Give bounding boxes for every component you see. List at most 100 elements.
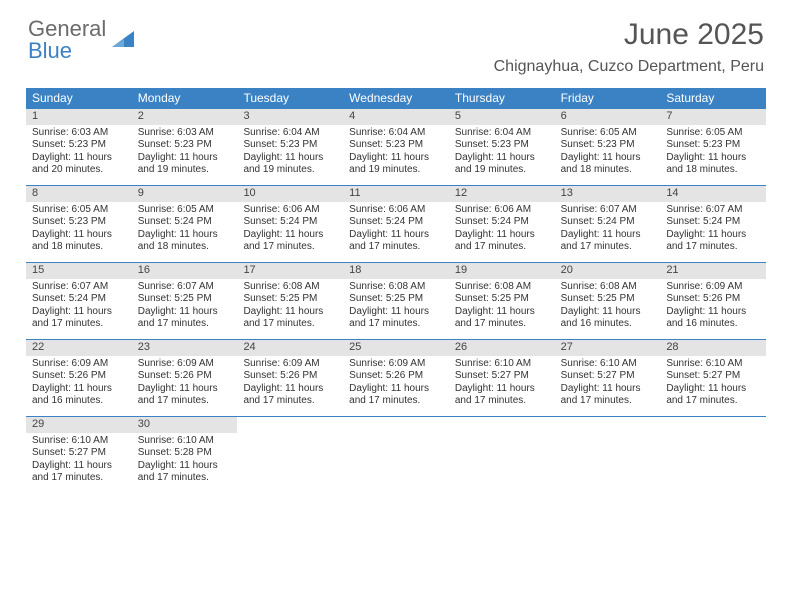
sunrise-line: Sunrise: 6:10 AM — [138, 435, 232, 448]
day-body: Sunrise: 6:09 AMSunset: 5:26 PMDaylight:… — [660, 279, 766, 337]
daylight-line: Daylight: 11 hours and 19 minutes. — [138, 152, 232, 177]
daylight-line: Daylight: 11 hours and 16 minutes. — [666, 306, 760, 331]
sunrise-line: Sunrise: 6:09 AM — [349, 358, 443, 371]
day-number — [660, 417, 766, 433]
day-body: Sunrise: 6:09 AMSunset: 5:26 PMDaylight:… — [26, 356, 132, 414]
logo-line2: Blue — [28, 38, 72, 63]
day-body: Sunrise: 6:10 AMSunset: 5:27 PMDaylight:… — [660, 356, 766, 414]
day-number: 2 — [132, 109, 238, 125]
day-cell — [449, 417, 555, 493]
daylight-line: Daylight: 11 hours and 17 minutes. — [455, 383, 549, 408]
day-number: 18 — [343, 263, 449, 279]
day-body: Sunrise: 6:06 AMSunset: 5:24 PMDaylight:… — [343, 202, 449, 260]
day-body: Sunrise: 6:09 AMSunset: 5:26 PMDaylight:… — [132, 356, 238, 414]
dow-cell: Monday — [132, 88, 238, 109]
day-number: 13 — [555, 186, 661, 202]
day-cell: 4 Sunrise: 6:04 AMSunset: 5:23 PMDaylight… — [343, 109, 449, 185]
day-cell: 17Sunrise: 6:08 AMSunset: 5:25 PMDayligh… — [237, 263, 343, 339]
month-title: June 2025 — [494, 18, 764, 52]
day-cell: 24Sunrise: 6:09 AMSunset: 5:26 PMDayligh… — [237, 340, 343, 416]
day-number: 8 — [26, 186, 132, 202]
day-body: Sunrise: 6:04 AMSunset: 5:23 PMDaylight:… — [237, 125, 343, 183]
day-cell: 18Sunrise: 6:08 AMSunset: 5:25 PMDayligh… — [343, 263, 449, 339]
day-cell: 15Sunrise: 6:07 AMSunset: 5:24 PMDayligh… — [26, 263, 132, 339]
day-cell: 3Sunrise: 6:04 AMSunset: 5:23 PMDaylight… — [237, 109, 343, 185]
day-body: Sunrise: 6:04 AMSunset: 5:23 PMDaylight:… — [449, 125, 555, 183]
day-cell: 7Sunrise: 6:05 AMSunset: 5:23 PMDaylight… — [660, 109, 766, 185]
day-number: 26 — [449, 340, 555, 356]
dow-cell: Friday — [555, 88, 661, 109]
daylight-line: Daylight: 11 hours and 16 minutes. — [561, 306, 655, 331]
day-number: 15 — [26, 263, 132, 279]
sunset-line: Sunset: 5:25 PM — [561, 293, 655, 306]
sunset-line: Sunset: 5:25 PM — [455, 293, 549, 306]
day-cell — [343, 417, 449, 493]
daylight-line: Daylight: 11 hours and 17 minutes. — [138, 306, 232, 331]
day-body: Sunrise: 6:05 AMSunset: 5:23 PMDaylight:… — [660, 125, 766, 183]
day-cell: 21Sunrise: 6:09 AMSunset: 5:26 PMDayligh… — [660, 263, 766, 339]
day-number: 9 — [132, 186, 238, 202]
day-number: 19 — [449, 263, 555, 279]
day-cell: 8Sunrise: 6:05 AMSunset: 5:23 PMDaylight… — [26, 186, 132, 262]
sunset-line: Sunset: 5:24 PM — [138, 216, 232, 229]
sunset-line: Sunset: 5:26 PM — [349, 370, 443, 383]
day-number: 4 — [343, 109, 449, 125]
day-cell: 27Sunrise: 6:10 AMSunset: 5:27 PMDayligh… — [555, 340, 661, 416]
sunrise-line: Sunrise: 6:07 AM — [32, 281, 126, 294]
day-number: 11 — [343, 186, 449, 202]
day-cell: 16 Sunrise: 6:07 AMSunset: 5:25 PMDayligh… — [132, 263, 238, 339]
sunset-line: Sunset: 5:27 PM — [666, 370, 760, 383]
sunset-line: Sunset: 5:24 PM — [561, 216, 655, 229]
day-cell: 12Sunrise: 6:06 AMSunset: 5:24 PMDayligh… — [449, 186, 555, 262]
week-row: 1Sunrise: 6:03 AMSunset: 5:23 PMDaylight… — [26, 109, 766, 185]
day-body: Sunrise: 6:10 AMSunset: 5:27 PMDaylight:… — [449, 356, 555, 414]
sunrise-line: Sunrise: 6:06 AM — [349, 204, 443, 217]
day-number — [237, 417, 343, 433]
daylight-line: Daylight: 11 hours and 17 minutes. — [561, 383, 655, 408]
day-number: 29 — [26, 417, 132, 433]
day-cell — [660, 417, 766, 493]
day-body: Sunrise: 6:08 AMSunset: 5:25 PMDaylight:… — [449, 279, 555, 337]
sunset-line: Sunset: 5:23 PM — [561, 139, 655, 152]
sunset-line: Sunset: 5:26 PM — [243, 370, 337, 383]
day-number: 16 — [132, 263, 238, 279]
day-body: Sunrise: 6:07 AMSunset: 5:24 PMDaylight:… — [555, 202, 661, 260]
daylight-line: Daylight: 11 hours and 17 minutes. — [138, 460, 232, 485]
day-body: Sunrise: 6:06 AMSunset: 5:24 PMDaylight:… — [237, 202, 343, 260]
sunset-line: Sunset: 5:27 PM — [32, 447, 126, 460]
sunrise-line: Sunrise: 6:07 AM — [138, 281, 232, 294]
daylight-line: Daylight: 11 hours and 17 minutes. — [349, 229, 443, 254]
week-row: 15Sunrise: 6:07 AMSunset: 5:24 PMDayligh… — [26, 262, 766, 339]
day-cell: 26Sunrise: 6:10 AMSunset: 5:27 PMDayligh… — [449, 340, 555, 416]
day-body: Sunrise: 6:05 AMSunset: 5:23 PMDaylight:… — [555, 125, 661, 183]
daylight-line: Daylight: 11 hours and 17 minutes. — [138, 383, 232, 408]
daylight-line: Daylight: 11 hours and 20 minutes. — [32, 152, 126, 177]
daylight-line: Daylight: 11 hours and 18 minutes. — [138, 229, 232, 254]
day-cell: 19Sunrise: 6:08 AMSunset: 5:25 PMDayligh… — [449, 263, 555, 339]
sunrise-line: Sunrise: 6:09 AM — [666, 281, 760, 294]
sunset-line: Sunset: 5:23 PM — [349, 139, 443, 152]
daylight-line: Daylight: 11 hours and 17 minutes. — [455, 306, 549, 331]
sunset-line: Sunset: 5:24 PM — [32, 293, 126, 306]
day-cell: 29Sunrise: 6:10 AMSunset: 5:27 PMDayligh… — [26, 417, 132, 493]
day-number: 17 — [237, 263, 343, 279]
dow-cell: Wednesday — [343, 88, 449, 109]
sunrise-line: Sunrise: 6:10 AM — [561, 358, 655, 371]
sunset-line: Sunset: 5:24 PM — [455, 216, 549, 229]
day-number: 23 — [132, 340, 238, 356]
week-row: 22Sunrise: 6:09 AMSunset: 5:26 PMDayligh… — [26, 339, 766, 416]
daylight-line: Daylight: 11 hours and 19 minutes. — [349, 152, 443, 177]
sunset-line: Sunset: 5:25 PM — [243, 293, 337, 306]
day-cell: 1Sunrise: 6:03 AMSunset: 5:23 PMDaylight… — [26, 109, 132, 185]
daylight-line: Daylight: 11 hours and 17 minutes. — [455, 229, 549, 254]
daylight-line: Daylight: 11 hours and 17 minutes. — [666, 383, 760, 408]
day-number: 14 — [660, 186, 766, 202]
logo-triangle-icon — [110, 29, 136, 51]
title-block: June 2025 Chignayhua, Cuzco Department, … — [494, 18, 764, 80]
sunrise-line: Sunrise: 6:04 AM — [349, 127, 443, 140]
sunset-line: Sunset: 5:25 PM — [138, 293, 232, 306]
sunrise-line: Sunrise: 6:06 AM — [243, 204, 337, 217]
day-number — [555, 417, 661, 433]
day-cell: 9Sunrise: 6:05 AMSunset: 5:24 PMDaylight… — [132, 186, 238, 262]
day-number: 24 — [237, 340, 343, 356]
